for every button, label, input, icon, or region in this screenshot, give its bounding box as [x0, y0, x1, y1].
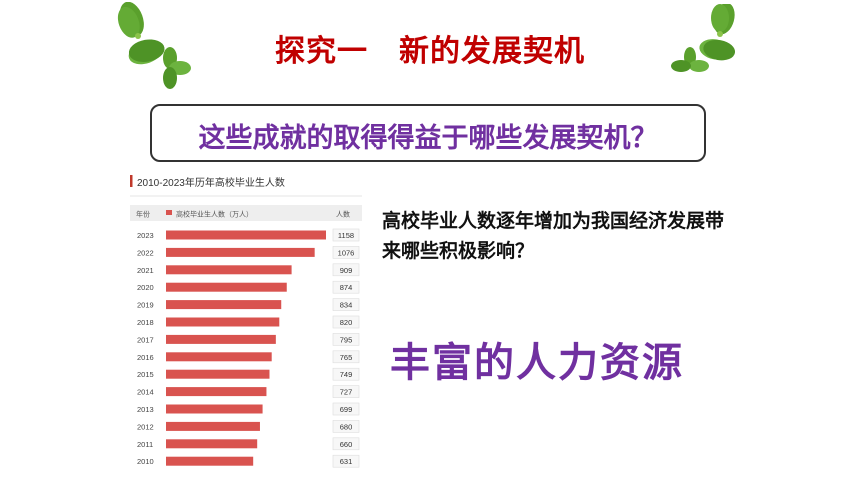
chart-title: 2010-2023年历年高校毕业生人数	[137, 176, 285, 189]
legend-swatch	[166, 210, 172, 215]
legend-label: 高校毕业生人数（万人）	[176, 210, 253, 219]
chart-header-count: 人数	[336, 210, 350, 219]
question-text: 这些成就的取得得益于哪些发展契机？	[198, 123, 658, 154]
value-label-box	[332, 402, 360, 416]
year-label: 2023	[137, 231, 154, 240]
value-label-box	[332, 454, 360, 468]
year-label: 2014	[137, 388, 154, 397]
year-label: 2013	[137, 405, 154, 414]
bar	[166, 387, 267, 397]
chart-title-mark	[130, 175, 133, 187]
value-label: 749	[340, 370, 353, 379]
value-label-box	[332, 437, 360, 451]
bar	[166, 352, 272, 362]
value-label: 1076	[338, 248, 355, 257]
graduates-bar-chart: 2010-2023年历年高校毕业生人数 年份 高校毕业生人数（万人） 人数 20…	[130, 175, 362, 468]
value-label-box	[332, 385, 360, 398]
value-label: 680	[340, 422, 353, 431]
value-label-box	[332, 263, 360, 277]
year-label: 2015	[137, 370, 154, 379]
bar	[166, 334, 276, 344]
answer-text: 丰富的人力资源	[390, 340, 684, 386]
chart-header-year: 年份	[136, 210, 150, 219]
year-label: 2016	[137, 353, 154, 362]
bar	[166, 456, 254, 466]
value-label: 834	[340, 301, 353, 310]
clover-left-icon	[117, 2, 191, 89]
bar	[166, 265, 292, 275]
value-label-box	[332, 420, 360, 433]
bar	[166, 300, 282, 310]
clover-right-icon	[671, 4, 736, 72]
bar	[166, 317, 280, 327]
question-box: 这些成就的取得得益于哪些发展契机？	[150, 104, 706, 162]
value-label: 699	[340, 405, 353, 414]
year-label: 2011	[137, 440, 153, 449]
year-label: 2010	[137, 457, 154, 466]
value-label: 660	[340, 440, 353, 449]
year-label: 2019	[137, 301, 154, 310]
value-label: 765	[340, 353, 353, 362]
value-label: 727	[340, 388, 353, 397]
year-label: 2018	[137, 318, 154, 327]
chart-header-background	[130, 205, 362, 221]
value-label-box	[332, 280, 360, 294]
year-label: 2020	[137, 283, 154, 292]
bar	[166, 230, 326, 240]
value-label: 1158	[338, 231, 354, 240]
value-label-box	[332, 350, 360, 364]
bar	[166, 369, 270, 379]
value-label-box	[332, 228, 360, 242]
value-label: 820	[340, 318, 353, 327]
value-label-box	[332, 315, 360, 329]
year-label: 2017	[137, 335, 154, 344]
value-label-box	[332, 298, 360, 311]
year-label: 2012	[137, 422, 154, 431]
value-label: 631	[340, 457, 353, 466]
year-label: 2022	[137, 248, 154, 257]
bar	[166, 439, 258, 449]
value-label: 909	[340, 266, 353, 275]
side-question: 高校毕业人数逐年增加为我国经济发展带来哪些积极影响？	[382, 210, 725, 262]
slide-title: 探究一 新的发展契机	[275, 34, 585, 69]
value-label: 874	[340, 283, 353, 292]
value-label: 795	[340, 335, 353, 344]
bar	[166, 282, 287, 292]
bar	[166, 247, 315, 257]
bar	[166, 421, 260, 431]
bar	[166, 404, 263, 414]
value-label-box	[332, 333, 360, 346]
value-label-box	[332, 246, 360, 259]
value-label-box	[332, 367, 360, 381]
year-label: 2021	[137, 266, 154, 275]
